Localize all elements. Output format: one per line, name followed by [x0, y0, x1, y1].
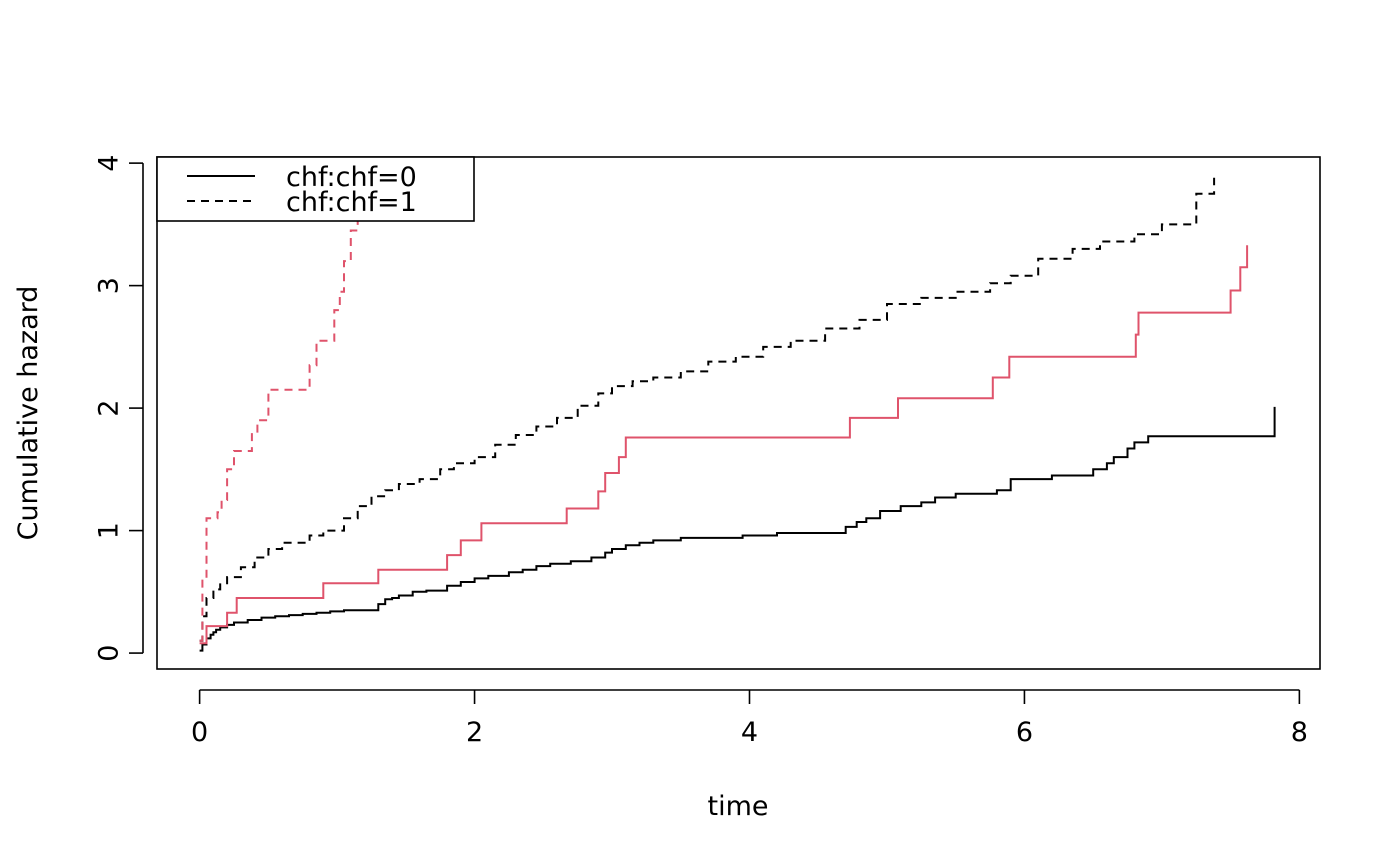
- x-tick-label: 8: [1291, 717, 1308, 748]
- y-tick-label: 0: [93, 645, 124, 662]
- series-line-3: [199, 160, 403, 642]
- x-axis-label: time: [707, 791, 768, 822]
- series-line-0: [199, 406, 1276, 652]
- legend: chf:chf=0 chf:chf=1: [156, 156, 475, 222]
- x-tick-label: 4: [741, 717, 758, 748]
- x-tick-label: 0: [191, 717, 208, 748]
- legend-label-chf0: chf:chf=0: [286, 162, 417, 193]
- legend-label-chf1: chf:chf=1: [286, 187, 417, 218]
- y-tick-label: 4: [94, 155, 125, 172]
- y-tick-label: 2: [94, 400, 125, 417]
- y-axis-label: Cumulative hazard: [13, 286, 44, 541]
- series-line-2: [199, 245, 1249, 645]
- x-axis: 0 2 4 6 8: [191, 689, 1308, 748]
- x-tick-label: 2: [466, 717, 483, 748]
- x-tick-label: 6: [1016, 717, 1033, 748]
- y-tick-label: 1: [93, 522, 124, 539]
- legend-box: [156, 156, 475, 222]
- y-tick-label: 3: [94, 277, 125, 294]
- plot-box: [156, 156, 1321, 670]
- series-layer: [199, 160, 1276, 652]
- series-line-1: [199, 177, 1216, 642]
- y-axis: 0 1 2 3 4: [93, 155, 144, 662]
